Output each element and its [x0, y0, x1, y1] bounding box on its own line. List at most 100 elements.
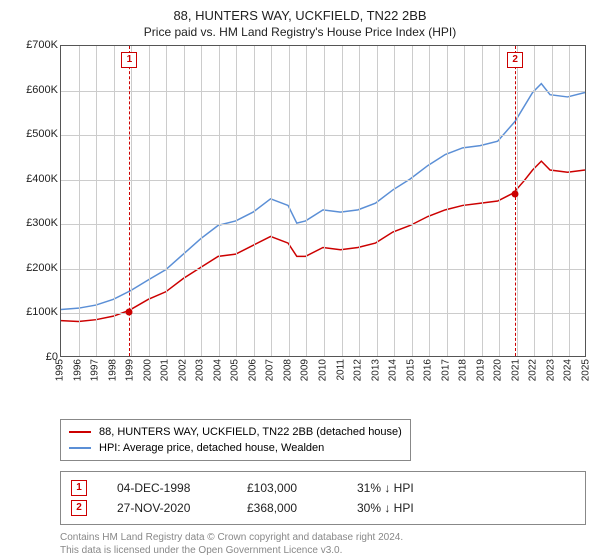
- x-tick-label: 2021: [510, 359, 521, 381]
- gridline-v: [534, 46, 535, 356]
- gridline-v: [289, 46, 290, 356]
- x-tick-label: 2003: [195, 359, 206, 381]
- x-tick-label: 1998: [107, 359, 118, 381]
- legend-label: 88, HUNTERS WAY, UCKFIELD, TN22 2BB (det…: [99, 426, 402, 438]
- x-tick-label: 1996: [72, 359, 83, 381]
- chart-container: 88, HUNTERS WAY, UCKFIELD, TN22 2BB Pric…: [0, 0, 600, 560]
- y-tick-label: £100K: [26, 306, 58, 318]
- y-tick-label: £700K: [26, 39, 58, 51]
- legend-swatch: [69, 447, 91, 449]
- event-price: £103,000: [247, 481, 327, 495]
- event-badge: 1: [121, 52, 137, 68]
- event-badge: 2: [507, 52, 523, 68]
- gridline-v: [377, 46, 378, 356]
- event-table-row: 2 27-NOV-2020 £368,000 30% ↓ HPI: [71, 498, 575, 518]
- y-axis: £0£100K£200K£300K£400K£500K£600K£700K: [14, 45, 60, 357]
- event-table-row: 1 04-DEC-1998 £103,000 31% ↓ HPI: [71, 478, 575, 498]
- chart-subtitle: Price paid vs. HM Land Registry's House …: [14, 25, 586, 39]
- x-tick-label: 1995: [55, 359, 66, 381]
- gridline-h: [61, 135, 585, 136]
- event-price: £368,000: [247, 501, 327, 515]
- gridline-h: [61, 224, 585, 225]
- legend: 88, HUNTERS WAY, UCKFIELD, TN22 2BB (det…: [60, 419, 411, 461]
- x-tick-label: 2019: [475, 359, 486, 381]
- events-table: 1 04-DEC-1998 £103,000 31% ↓ HPI 2 27-NOV-202…: [60, 471, 586, 525]
- title-block: 88, HUNTERS WAY, UCKFIELD, TN22 2BB Pric…: [14, 8, 586, 39]
- gridline-v: [201, 46, 202, 356]
- x-axis: 1995199619971998199920002001200220032004…: [60, 357, 586, 385]
- gridline-v: [342, 46, 343, 356]
- x-tick-label: 2009: [300, 359, 311, 381]
- gridline-v: [447, 46, 448, 356]
- x-tick-label: 2017: [440, 359, 451, 381]
- event-line: [515, 46, 516, 356]
- gridline-v: [184, 46, 185, 356]
- x-tick-label: 2005: [230, 359, 241, 381]
- x-tick-label: 2004: [212, 359, 223, 381]
- plot-wrap: £0£100K£200K£300K£400K£500K£600K£700K 12…: [14, 45, 586, 385]
- x-tick-label: 2020: [493, 359, 504, 381]
- y-tick-label: £500K: [26, 128, 58, 140]
- legend-label: HPI: Average price, detached house, Weal…: [99, 442, 324, 454]
- gridline-v: [324, 46, 325, 356]
- plot-area: 12: [60, 45, 586, 357]
- x-tick-label: 1997: [90, 359, 101, 381]
- gridline-v: [482, 46, 483, 356]
- gridline-v: [464, 46, 465, 356]
- gridline-v: [271, 46, 272, 356]
- legend-row: HPI: Average price, detached house, Weal…: [69, 440, 402, 456]
- x-tick-label: 2002: [177, 359, 188, 381]
- x-tick-label: 2001: [160, 359, 171, 381]
- x-tick-label: 2012: [353, 359, 364, 381]
- x-tick-label: 2016: [423, 359, 434, 381]
- gridline-v: [236, 46, 237, 356]
- y-tick-label: £400K: [26, 173, 58, 185]
- x-tick-label: 2015: [405, 359, 416, 381]
- series-line-price_paid: [61, 161, 585, 321]
- gridline-v: [166, 46, 167, 356]
- gridline-v: [394, 46, 395, 356]
- x-tick-label: 2024: [563, 359, 574, 381]
- y-tick-label: £600K: [26, 84, 58, 96]
- legend-row: 88, HUNTERS WAY, UCKFIELD, TN22 2BB (det…: [69, 424, 402, 440]
- x-tick-label: 2014: [388, 359, 399, 381]
- x-tick-label: 2023: [545, 359, 556, 381]
- footer-line-1: Contains HM Land Registry data © Crown c…: [60, 531, 586, 544]
- gridline-v: [499, 46, 500, 356]
- x-tick-label: 2007: [265, 359, 276, 381]
- gridline-v: [306, 46, 307, 356]
- event-marker: [126, 309, 133, 316]
- x-tick-label: 2006: [247, 359, 258, 381]
- x-tick-label: 1999: [125, 359, 136, 381]
- x-tick-label: 2000: [142, 359, 153, 381]
- gridline-v: [429, 46, 430, 356]
- event-date: 04-DEC-1998: [117, 481, 217, 495]
- gridline-h: [61, 91, 585, 92]
- y-tick-label: £300K: [26, 217, 58, 229]
- footer-line-2: This data is licensed under the Open Gov…: [60, 544, 586, 557]
- event-badge-cell: 2: [71, 500, 87, 516]
- footer: Contains HM Land Registry data © Crown c…: [60, 531, 586, 557]
- gridline-v: [412, 46, 413, 356]
- gridline-v: [359, 46, 360, 356]
- x-tick-label: 2013: [370, 359, 381, 381]
- x-tick-label: 2018: [458, 359, 469, 381]
- gridline-h: [61, 180, 585, 181]
- gridline-v: [552, 46, 553, 356]
- x-tick-label: 2011: [335, 359, 346, 381]
- event-delta: 30% ↓ HPI: [357, 501, 447, 515]
- x-tick-label: 2010: [318, 359, 329, 381]
- y-tick-label: £200K: [26, 262, 58, 274]
- x-tick-label: 2008: [282, 359, 293, 381]
- series-svg: [61, 46, 585, 356]
- gridline-v: [96, 46, 97, 356]
- gridline-h: [61, 269, 585, 270]
- event-marker: [512, 190, 519, 197]
- gridline-v: [254, 46, 255, 356]
- x-tick-label: 2025: [581, 359, 592, 381]
- event-delta: 31% ↓ HPI: [357, 481, 447, 495]
- gridline-v: [114, 46, 115, 356]
- event-badge-cell: 1: [71, 480, 87, 496]
- legend-swatch: [69, 431, 91, 433]
- event-date: 27-NOV-2020: [117, 501, 217, 515]
